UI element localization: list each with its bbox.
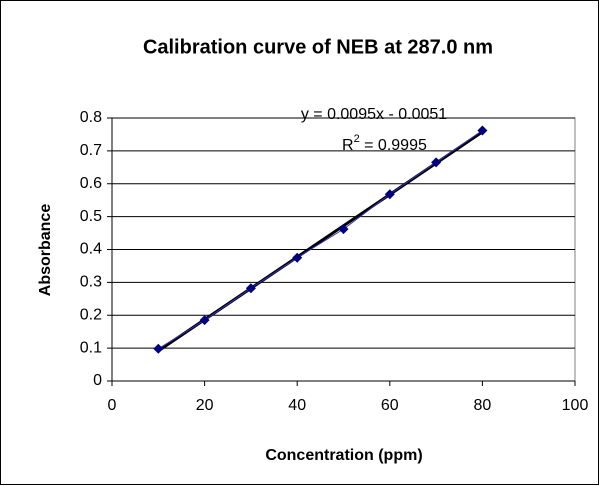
x-tick-label: 60 xyxy=(381,397,399,414)
y-tick-label: 0.5 xyxy=(80,208,102,225)
r-squared-symbol: R xyxy=(342,137,354,154)
x-tick-label: 100 xyxy=(562,397,589,414)
data-point xyxy=(431,157,442,168)
y-tick-label: 0.4 xyxy=(80,241,102,258)
y-tick-label: 0.2 xyxy=(80,306,102,323)
data-point xyxy=(199,315,210,326)
trendline-equation: y = 0.0095x - 0.0051 xyxy=(301,106,447,123)
x-axis-label: Concentration (ppm) xyxy=(265,447,422,464)
r-squared: R2 = 0.9995 xyxy=(342,133,427,154)
x-tick-label: 0 xyxy=(108,397,117,414)
r-squared-text: = 0.9995 xyxy=(360,137,427,154)
y-tick-label: 0.1 xyxy=(80,339,102,356)
y-tick-label: 0.7 xyxy=(80,142,102,159)
x-tick-label: 40 xyxy=(288,397,306,414)
y-axis-label: Absorbance xyxy=(37,204,54,297)
data-point xyxy=(245,283,256,294)
y-tick-label: 0.3 xyxy=(80,274,102,291)
r-squared-exponent: 2 xyxy=(354,133,360,145)
data-point xyxy=(477,125,488,136)
series-line xyxy=(158,130,483,350)
y-tick-label: 0.8 xyxy=(80,109,102,126)
data-point xyxy=(338,224,349,235)
x-tick-label: 80 xyxy=(474,397,492,414)
data-point xyxy=(292,252,303,263)
data-point xyxy=(153,343,164,354)
chart-title: Calibration curve of NEB at 287.0 nm xyxy=(143,36,493,58)
data-point xyxy=(384,189,395,200)
y-tick-label: 0 xyxy=(93,372,102,389)
x-tick-label: 20 xyxy=(196,397,214,414)
y-tick-label: 0.6 xyxy=(80,175,102,192)
